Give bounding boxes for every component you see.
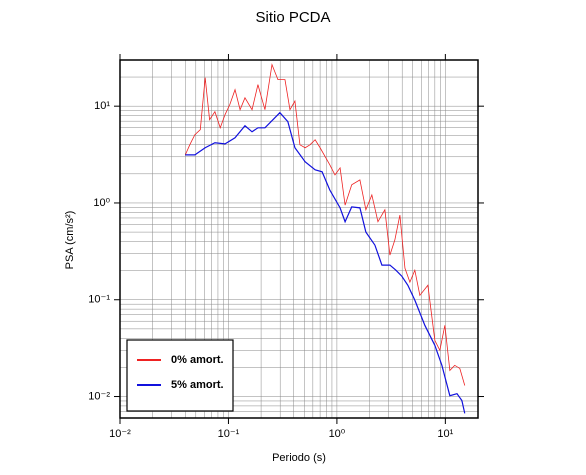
y-tick-label: 10⁻² <box>88 390 110 402</box>
x-tick-label: 10⁰ <box>329 428 346 440</box>
x-tick-label: 10¹ <box>437 428 453 440</box>
legend-label: 5% amort. <box>171 379 224 391</box>
x-tick-label: 10⁻² <box>109 428 131 440</box>
plot-frame <box>119 59 479 419</box>
y-tick-label: 10⁰ <box>93 197 110 209</box>
y-tick-label: 10¹ <box>94 100 110 112</box>
y-axis-label: PSA (cm/s²) <box>64 211 76 270</box>
data-line <box>184 63 466 386</box>
y-tick-label: 10⁻¹ <box>88 294 110 306</box>
chart-title: Sitio PCDA <box>255 9 330 26</box>
x-axis-label: Periodo (s) <box>272 452 326 464</box>
legend-label: 0% amort. <box>171 354 224 366</box>
legend-box <box>126 339 234 412</box>
data-line <box>185 111 466 414</box>
x-tick-label: 10⁻¹ <box>218 428 240 440</box>
